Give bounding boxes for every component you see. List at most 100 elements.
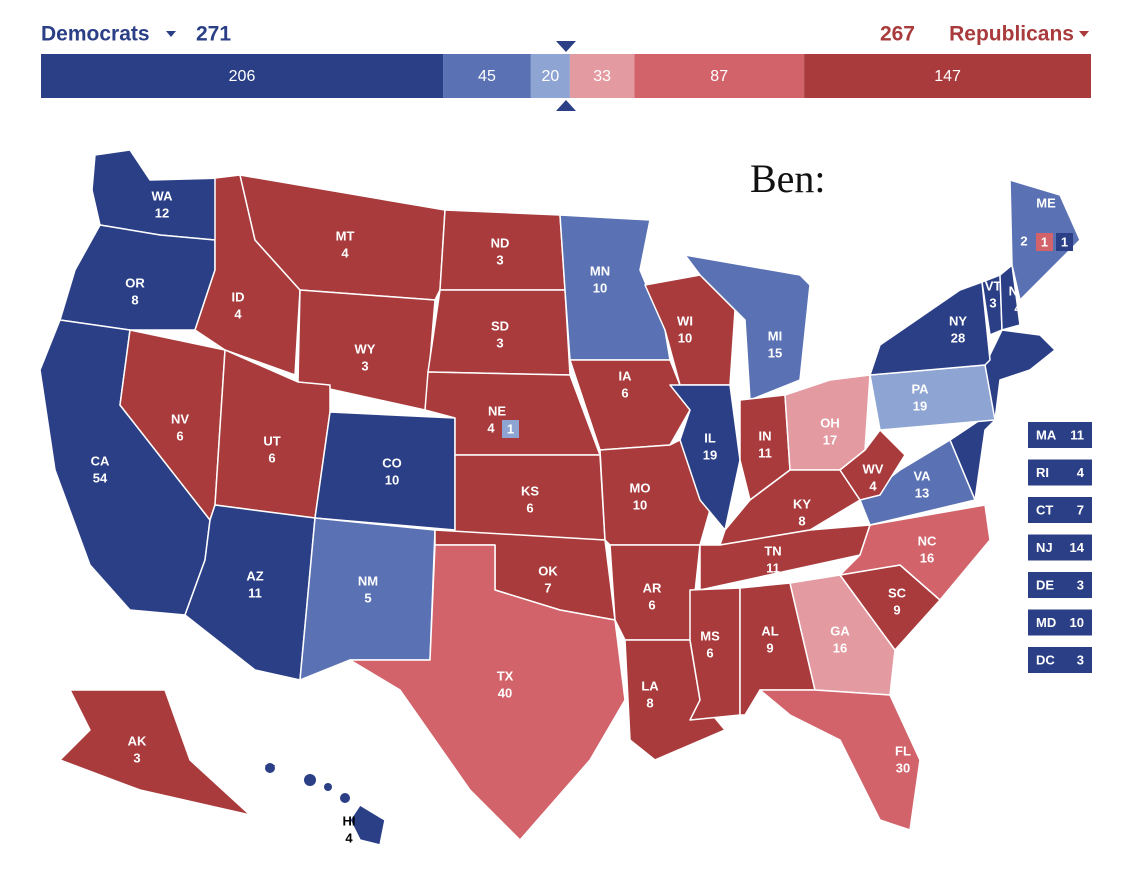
bar-segment bbox=[569, 54, 635, 98]
state-label: NM bbox=[358, 573, 378, 588]
small-state-votes: 3 bbox=[1077, 652, 1084, 667]
state-votes: 3 bbox=[496, 335, 503, 350]
state bbox=[669, 384, 741, 531]
small-state-box bbox=[1028, 422, 1092, 448]
small-state-label: DE bbox=[1036, 577, 1054, 592]
state-label: WI bbox=[677, 313, 693, 328]
state-label: HI bbox=[343, 813, 356, 828]
state-label: AK bbox=[128, 733, 147, 748]
state-label: OR bbox=[125, 275, 145, 290]
state-votes: 3 bbox=[496, 252, 503, 267]
state-votes: 6 bbox=[706, 645, 713, 660]
state-label: NY bbox=[949, 313, 967, 328]
hawaii-island bbox=[340, 793, 350, 803]
state-label: TN bbox=[764, 543, 781, 558]
state-votes: 6 bbox=[621, 385, 628, 400]
republicans-caret[interactable] bbox=[1079, 31, 1089, 37]
state-votes: 3 bbox=[133, 750, 140, 765]
state-label: FL bbox=[895, 743, 911, 758]
state-label: AZ bbox=[246, 568, 263, 583]
state-label: UT bbox=[263, 433, 280, 448]
state-votes: 9 bbox=[893, 602, 900, 617]
state-label: ND bbox=[491, 235, 510, 250]
state-label: ID bbox=[232, 289, 245, 304]
small-state-label: DC bbox=[1036, 652, 1055, 667]
republicans-label[interactable]: Republicans bbox=[949, 23, 1074, 46]
state-votes: 6 bbox=[648, 597, 655, 612]
state-label: CO bbox=[382, 455, 402, 470]
state-votes: 12 bbox=[155, 205, 169, 220]
state-votes: 4 bbox=[234, 306, 242, 321]
small-state-label: MD bbox=[1036, 615, 1056, 630]
bar-segment bbox=[443, 54, 531, 98]
district-box bbox=[502, 420, 519, 438]
state-votes: 9 bbox=[766, 640, 773, 655]
hawaii-island bbox=[324, 783, 332, 791]
bar-segment-label: 87 bbox=[710, 68, 728, 85]
state bbox=[869, 364, 996, 431]
bar-segment-label: 45 bbox=[478, 68, 496, 85]
state-votes: 15 bbox=[768, 345, 782, 360]
state-votes: 40 bbox=[498, 685, 512, 700]
state-votes: 10 bbox=[593, 280, 607, 295]
small-state-votes: 7 bbox=[1077, 502, 1084, 517]
small-state-box bbox=[1028, 647, 1092, 673]
republicans-total: 267 bbox=[880, 23, 915, 46]
state-votes: 3 bbox=[989, 295, 996, 310]
small-state-votes: 14 bbox=[1070, 540, 1085, 555]
state bbox=[559, 214, 671, 361]
state-votes: 17 bbox=[823, 432, 837, 447]
district-box bbox=[1056, 233, 1073, 251]
small-state-votes: 11 bbox=[1070, 427, 1084, 442]
democrats-label[interactable]: Democrats bbox=[41, 23, 150, 46]
state-label: SD bbox=[491, 318, 509, 333]
state-label: IA bbox=[619, 368, 633, 383]
state-votes: 16 bbox=[920, 550, 934, 565]
state-label: VT bbox=[985, 278, 1002, 293]
state bbox=[839, 504, 991, 601]
bar-segment bbox=[634, 54, 805, 98]
state-label: MS bbox=[700, 628, 720, 643]
state-label: WA bbox=[152, 188, 174, 203]
democrats-caret[interactable] bbox=[166, 31, 176, 37]
bar-segment bbox=[41, 54, 444, 98]
state bbox=[314, 411, 456, 531]
democrats-total: 271 bbox=[196, 23, 231, 46]
state-votes: 28 bbox=[951, 330, 965, 345]
state-label: VA bbox=[913, 468, 931, 483]
state-votes: 6 bbox=[268, 450, 275, 465]
state bbox=[599, 439, 711, 546]
state-votes: 16 bbox=[833, 640, 847, 655]
bar-segment-label: 20 bbox=[541, 68, 559, 85]
state-votes: 6 bbox=[526, 500, 533, 515]
state-label: MO bbox=[630, 480, 651, 495]
small-state-votes: 3 bbox=[1077, 577, 1084, 592]
state-votes: 11 bbox=[766, 560, 780, 575]
bar-segment-label: 33 bbox=[593, 68, 611, 85]
state bbox=[839, 429, 906, 501]
annotation: Ben: bbox=[750, 156, 826, 201]
small-state-box bbox=[1028, 572, 1092, 598]
state-votes: 8 bbox=[131, 292, 138, 307]
state-label: NE bbox=[488, 403, 506, 418]
state-label: TX bbox=[497, 668, 514, 683]
state-label: KY bbox=[793, 496, 811, 511]
state-label: CA bbox=[91, 453, 110, 468]
state-label: OK bbox=[538, 563, 558, 578]
state-label: GA bbox=[830, 623, 850, 638]
district-votes: 1 bbox=[1041, 234, 1048, 249]
state-label: AL bbox=[761, 623, 778, 638]
small-state-label: RI bbox=[1036, 465, 1049, 480]
state bbox=[349, 804, 386, 846]
state-label: KS bbox=[521, 483, 539, 498]
bar-segment bbox=[530, 54, 570, 98]
state-votes: 11 bbox=[758, 445, 772, 460]
state-votes: 7 bbox=[544, 580, 551, 595]
state bbox=[569, 359, 691, 451]
state-votes: 4 bbox=[1014, 300, 1022, 315]
state-votes: 6 bbox=[176, 428, 183, 443]
state-label: NC bbox=[918, 533, 937, 548]
state-label: PA bbox=[911, 381, 929, 396]
